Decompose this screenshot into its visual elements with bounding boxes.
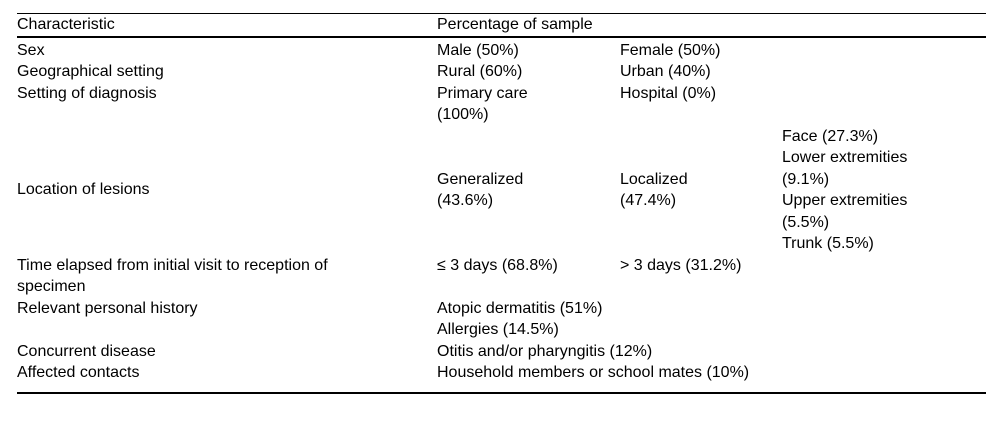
value-cell: Generalized (43.6%) (437, 170, 524, 210)
row-time-elapsed: Time elapsed from initial visit to recep… (17, 255, 986, 298)
row-geographical-setting: Geographical setting Rural (60%) Urban (… (17, 61, 986, 83)
value-cell: Rural (60%) (437, 63, 523, 80)
empty-cell (782, 37, 986, 62)
header-row: Characteristic Percentage of sample (17, 13, 987, 38)
row-sex: Sex Male (50%) Female (50%) (17, 37, 986, 62)
empty-cell (782, 83, 986, 126)
value-cell: Urban (40%) (620, 63, 711, 80)
row-concurrent-disease: Concurrent disease Otitis and/or pharyng… (17, 341, 986, 363)
row-relevant-personal-history: Relevant personal history Atopic dermati… (17, 298, 986, 341)
characteristic-label: Sex (17, 41, 45, 59)
value-cell: Hospital (0%) (620, 84, 717, 102)
empty-cell (782, 255, 986, 298)
characteristic-label: Affected contacts (17, 364, 140, 381)
characteristic-label: Location of lesions (17, 181, 150, 199)
characteristic-label: Geographical setting (17, 63, 164, 80)
characteristic-label: Concurrent disease (17, 342, 156, 360)
column-header-percentage-of-sample: Percentage of sample (437, 13, 987, 38)
empty-cell (782, 61, 986, 83)
value-cell: Household members or school mates (10%) (437, 364, 750, 381)
value-cell: ≤ 3 days (68.8%) (437, 256, 558, 274)
value-cell: Localized (47.4%) (620, 170, 688, 210)
sample-characteristics-table-container: Characteristic Percentage of sample Sex … (17, 13, 987, 394)
column-header-characteristic: Characteristic (17, 13, 437, 38)
row-setting-of-diagnosis: Setting of diagnosis Primary care (100%)… (17, 83, 986, 126)
characteristic-label: Relevant personal history (17, 299, 198, 317)
row-affected-contacts: Affected contacts Household members or s… (17, 362, 986, 393)
characteristic-label: Setting of diagnosis (17, 84, 157, 102)
characteristic-label: Time elapsed from initial visit to recep… (17, 256, 328, 296)
row-location-of-lesions: Location of lesions Generalized (43.6%) … (17, 126, 986, 255)
value-cell: Atopic dermatitis (51%) Allergies (14.5%… (437, 299, 603, 339)
value-cell: Female (50%) (620, 41, 721, 59)
value-cell: > 3 days (31.2%) (620, 256, 742, 274)
value-cell: Primary care (100%) (437, 84, 528, 124)
sample-characteristics-table: Characteristic Percentage of sample Sex … (17, 13, 987, 394)
value-cell: Face (27.3%) Lower extremities (9.1%) Up… (782, 127, 908, 253)
value-cell: Otitis and/or pharyngitis (12%) (437, 342, 653, 360)
value-cell: Male (50%) (437, 41, 519, 59)
